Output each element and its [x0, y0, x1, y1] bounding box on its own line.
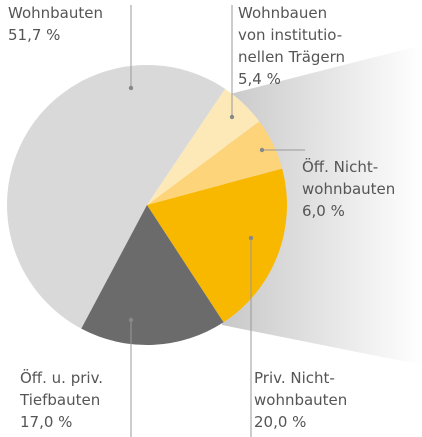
- category-label: Priv. Nicht-wohnbauten: [254, 369, 347, 409]
- pie: [7, 65, 287, 345]
- labels: Wohnbauten 51,7 % Wohnbauen von institutio-…: [8, 4, 395, 437]
- category-label: Öff. Nicht-wohnbauten: [302, 157, 395, 198]
- pie-slice: [81, 205, 224, 345]
- pie-slice: [147, 168, 287, 323]
- category-label: Öff. u. priv. Tiefbauten: [19, 368, 103, 409]
- leader-dot: [248, 235, 254, 241]
- value-label: 20,0 %: [254, 413, 306, 431]
- exploded-shade: [222, 45, 422, 365]
- category-label: Wohnbauten: [8, 4, 103, 22]
- value-label: 51,7 %: [8, 26, 60, 44]
- value-label: 17,0 %: [20, 413, 72, 431]
- pie-slice: [147, 121, 283, 205]
- value-label: 5,4 %: [238, 70, 281, 88]
- pie-slice: [7, 65, 226, 329]
- leader-dot: [128, 85, 134, 91]
- leader-dot: [128, 317, 134, 323]
- leader-dot: [259, 147, 265, 153]
- category-label: Wohnbauen von institutio-nellen Trägern: [238, 4, 345, 66]
- leader-dot: [229, 114, 235, 120]
- value-label: 6,0 %: [302, 202, 345, 220]
